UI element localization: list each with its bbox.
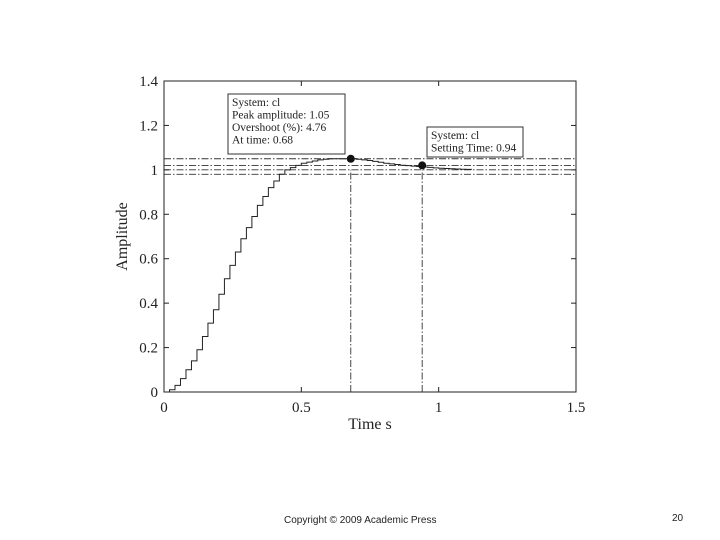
y-tick-label: 0.2 [139, 341, 158, 357]
x-tick-label: 0.5 [292, 400, 311, 416]
data-marker [418, 161, 427, 170]
x-axis-title: Time s [348, 416, 391, 433]
y-tick-label: 1.4 [139, 74, 158, 90]
annotation-frame [227, 93, 346, 155]
y-tick-label: 0.8 [139, 207, 158, 223]
y-tick-label: 0.6 [139, 252, 158, 268]
tick-layer: 0 0.5 1 1.5 0 0.2 0.4 0.6 0.8 1 1.2 1.4 [139, 74, 585, 416]
y-tick-label: 1 [151, 163, 159, 179]
annotation-frame [426, 126, 524, 158]
y-tick-label: 0 [151, 385, 159, 401]
x-tick-label: 1.5 [567, 400, 586, 416]
reference-lines [164, 158, 576, 392]
annotation-line: System: cl [431, 130, 479, 142]
page-number: 20 [672, 513, 684, 524]
plot-frame [163, 80, 577, 393]
copyright-footer: Copyright © 2009 Academic Press [284, 515, 437, 526]
series-layer [164, 158, 473, 393]
annotation-line: Setting Time: 0.94 [431, 143, 517, 155]
annotation-line: At time: 0.68 [232, 135, 293, 147]
y-tick-label: 0.4 [139, 296, 158, 312]
step-response-line [164, 158, 473, 393]
y-axis-title: Amplitude [114, 202, 131, 270]
data-marker [346, 154, 355, 163]
annotation-line: Peak amplitude: 1.05 [232, 110, 330, 122]
y-tick-label: 1.2 [139, 118, 158, 134]
x-tick-label: 1 [435, 400, 443, 416]
annotation-line: System: cl [232, 97, 280, 109]
x-tick-label: 0 [160, 400, 168, 416]
annotation-line: Overshoot (%): 4.76 [232, 122, 326, 134]
marker-layer [346, 154, 427, 170]
